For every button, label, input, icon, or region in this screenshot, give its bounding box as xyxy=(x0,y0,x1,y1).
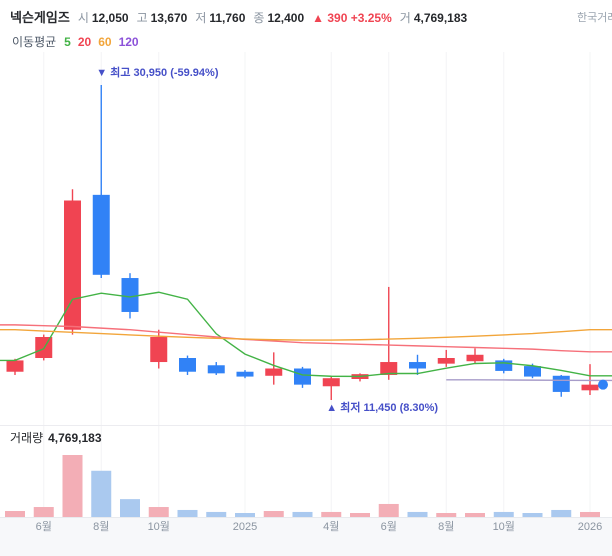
volume-bar[interactable] xyxy=(292,511,313,517)
volume-header-value: 4,769,183 xyxy=(413,11,468,25)
volume-bar[interactable] xyxy=(407,511,428,517)
volume-bar[interactable] xyxy=(436,513,457,517)
candle-body[interactable] xyxy=(92,194,110,275)
price-change: ▲ 390 +3.25% xyxy=(312,11,392,25)
x-axis-label[interactable]: 10월 xyxy=(493,520,515,533)
candle-body[interactable] xyxy=(495,360,513,371)
volume-bar[interactable] xyxy=(493,511,514,517)
candle-body[interactable] xyxy=(524,366,541,377)
low-label: 저 xyxy=(195,11,207,25)
current-price-marker xyxy=(598,379,608,390)
volume-bar[interactable] xyxy=(378,503,399,517)
legend-title: 이동평균 xyxy=(12,35,57,49)
volume-panel-value: 4,769,183 xyxy=(48,431,102,445)
volume-bar[interactable] xyxy=(5,511,25,517)
moving-average-legend: 이동평균 5 20 60 120 xyxy=(12,33,139,50)
volume-bar[interactable] xyxy=(522,513,543,517)
exchange-label: 한국거래소 xyxy=(577,12,612,24)
ma-line-5 xyxy=(0,291,612,378)
x-axis-label[interactable]: 10월 xyxy=(148,520,170,533)
ma-legend-period-60[interactable]: 60 xyxy=(98,35,112,49)
candle-body[interactable] xyxy=(179,358,196,372)
volume-bar[interactable] xyxy=(321,511,342,517)
volume-bar[interactable] xyxy=(91,470,112,517)
open-value: 12,050 xyxy=(91,11,129,25)
ma-line-20 xyxy=(0,324,612,353)
x-axis-label[interactable]: 8월 xyxy=(93,520,109,533)
candle-body[interactable] xyxy=(121,278,139,312)
axis-band xyxy=(0,517,612,556)
volume-abbrev-label: 거 xyxy=(399,11,411,25)
low-value: 11,760 xyxy=(209,11,246,25)
candle-body[interactable] xyxy=(207,365,225,374)
low-price-field: 저 11,760 xyxy=(195,9,245,26)
close-value: 12,400 xyxy=(267,11,305,25)
open-label: 시 xyxy=(77,11,89,25)
legend-periods: 5 20 60 120 xyxy=(64,35,138,49)
volume-bar[interactable] xyxy=(33,507,54,517)
volume-bar[interactable] xyxy=(263,511,284,517)
volume-bar[interactable] xyxy=(148,507,169,517)
high-price-field: 고 13,670 xyxy=(137,9,188,26)
high-value: 13,670 xyxy=(150,11,188,25)
high-annotation: ▼ 최고 30,950 (-59.94%) xyxy=(96,65,219,79)
x-axis-label[interactable]: 2025 xyxy=(233,521,257,533)
candle-body[interactable] xyxy=(437,358,455,364)
volume-bar[interactable] xyxy=(580,511,600,517)
x-axis-label[interactable]: 8월 xyxy=(438,520,454,533)
candle-body[interactable] xyxy=(150,337,168,363)
candle-body[interactable] xyxy=(466,354,484,362)
candle-body[interactable] xyxy=(322,378,340,387)
x-axis-label[interactable]: 6월 xyxy=(36,520,52,533)
ma-legend-period-20[interactable]: 20 xyxy=(77,35,92,49)
x-axis-label[interactable]: 2026 xyxy=(578,521,602,533)
candle-body[interactable] xyxy=(380,362,398,375)
candle-body[interactable] xyxy=(409,362,426,369)
volume-bar[interactable] xyxy=(206,511,227,517)
candle-body[interactable] xyxy=(581,384,599,391)
volume-bar[interactable] xyxy=(350,513,370,517)
open-price-field: 시 12,050 xyxy=(78,9,129,26)
volume-field: 거 4,769,183 xyxy=(400,9,467,26)
stock-name: 넥슨게임즈 xyxy=(10,10,70,25)
x-axis-label[interactable]: 4월 xyxy=(323,520,339,533)
ma-legend-period-120[interactable]: 120 xyxy=(118,35,139,49)
close-price-field: 종 12,400 xyxy=(253,9,304,26)
ma-line-120 xyxy=(446,379,612,382)
close-label: 종 xyxy=(253,11,265,25)
x-axis-label[interactable]: 6월 xyxy=(381,520,397,533)
candle-body[interactable] xyxy=(236,371,254,377)
volume-bar[interactable] xyxy=(235,513,255,517)
candle-body[interactable] xyxy=(265,368,283,376)
ma-legend-period-5[interactable]: 5 xyxy=(64,35,71,49)
volume-bar[interactable] xyxy=(177,509,198,517)
volume-bar[interactable] xyxy=(551,509,572,517)
high-label: 고 xyxy=(136,11,148,25)
candle-body[interactable] xyxy=(294,368,311,385)
volume-bar[interactable] xyxy=(120,499,140,517)
volume-panel-label: 거래량 xyxy=(10,431,44,445)
volume-bar[interactable] xyxy=(62,455,83,517)
low-annotation: ▲ 최저 11,450 (8.30%) xyxy=(326,400,438,414)
volume-bar[interactable] xyxy=(465,513,485,517)
stock-header: 넥슨게임즈 시 12,050 고 13,670 저 11,760 종 12,40… xyxy=(10,7,467,26)
volume-panel-header: 거래량 4,769,183 xyxy=(10,429,102,446)
candle-body[interactable] xyxy=(552,375,570,392)
candle-body[interactable] xyxy=(6,360,24,372)
candle-body[interactable] xyxy=(64,200,81,330)
ma-line-60 xyxy=(0,329,612,341)
